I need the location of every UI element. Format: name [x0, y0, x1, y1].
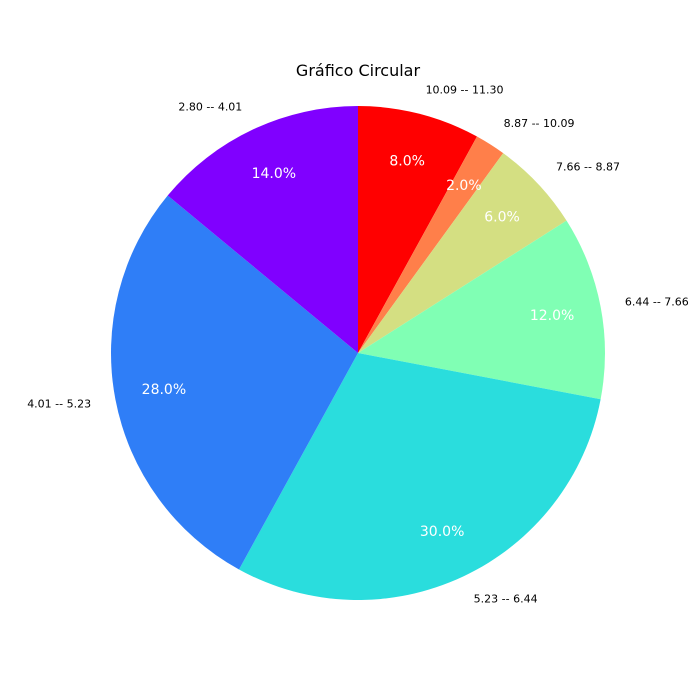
slice-percent-label: 14.0% [252, 166, 296, 182]
pie-slice [110, 195, 359, 570]
slice-category-label: 5.23 -- 6.44 [474, 592, 538, 605]
slice-percent-label: 30.0% [420, 524, 464, 540]
slice-category-label: 6.44 -- 7.66 [625, 296, 689, 309]
slice-category-label: 2.80 -- 4.01 [178, 101, 242, 114]
pie-slice [239, 353, 601, 600]
slice-percent-label: 28.0% [142, 382, 186, 398]
pie-labels: 8.0% 10.09 -- 11.30 2.0% 8.87 -- 10.09 6.0% 7… [27, 83, 689, 605]
slice-category-label: 4.01 -- 5.23 [27, 397, 91, 410]
pie-slice [167, 106, 358, 353]
slice-percent-label: 6.0% [484, 210, 520, 226]
pie-slices [110, 106, 605, 600]
pie-slice [358, 220, 605, 400]
slice-category-label: 10.09 -- 11.30 [426, 83, 504, 96]
slice-percent-label: 12.0% [530, 308, 574, 324]
pie-slice [358, 136, 504, 353]
slice-percent-label: 2.0% [446, 178, 482, 194]
slice-category-label: 8.87 -- 10.09 [504, 117, 575, 130]
chart-title: Gráfico Circular [296, 61, 421, 80]
pie-slice [358, 153, 567, 353]
pie-slice [358, 106, 477, 353]
slice-percent-label: 8.0% [389, 154, 425, 170]
slice-category-label: 7.66 -- 8.87 [556, 161, 620, 174]
